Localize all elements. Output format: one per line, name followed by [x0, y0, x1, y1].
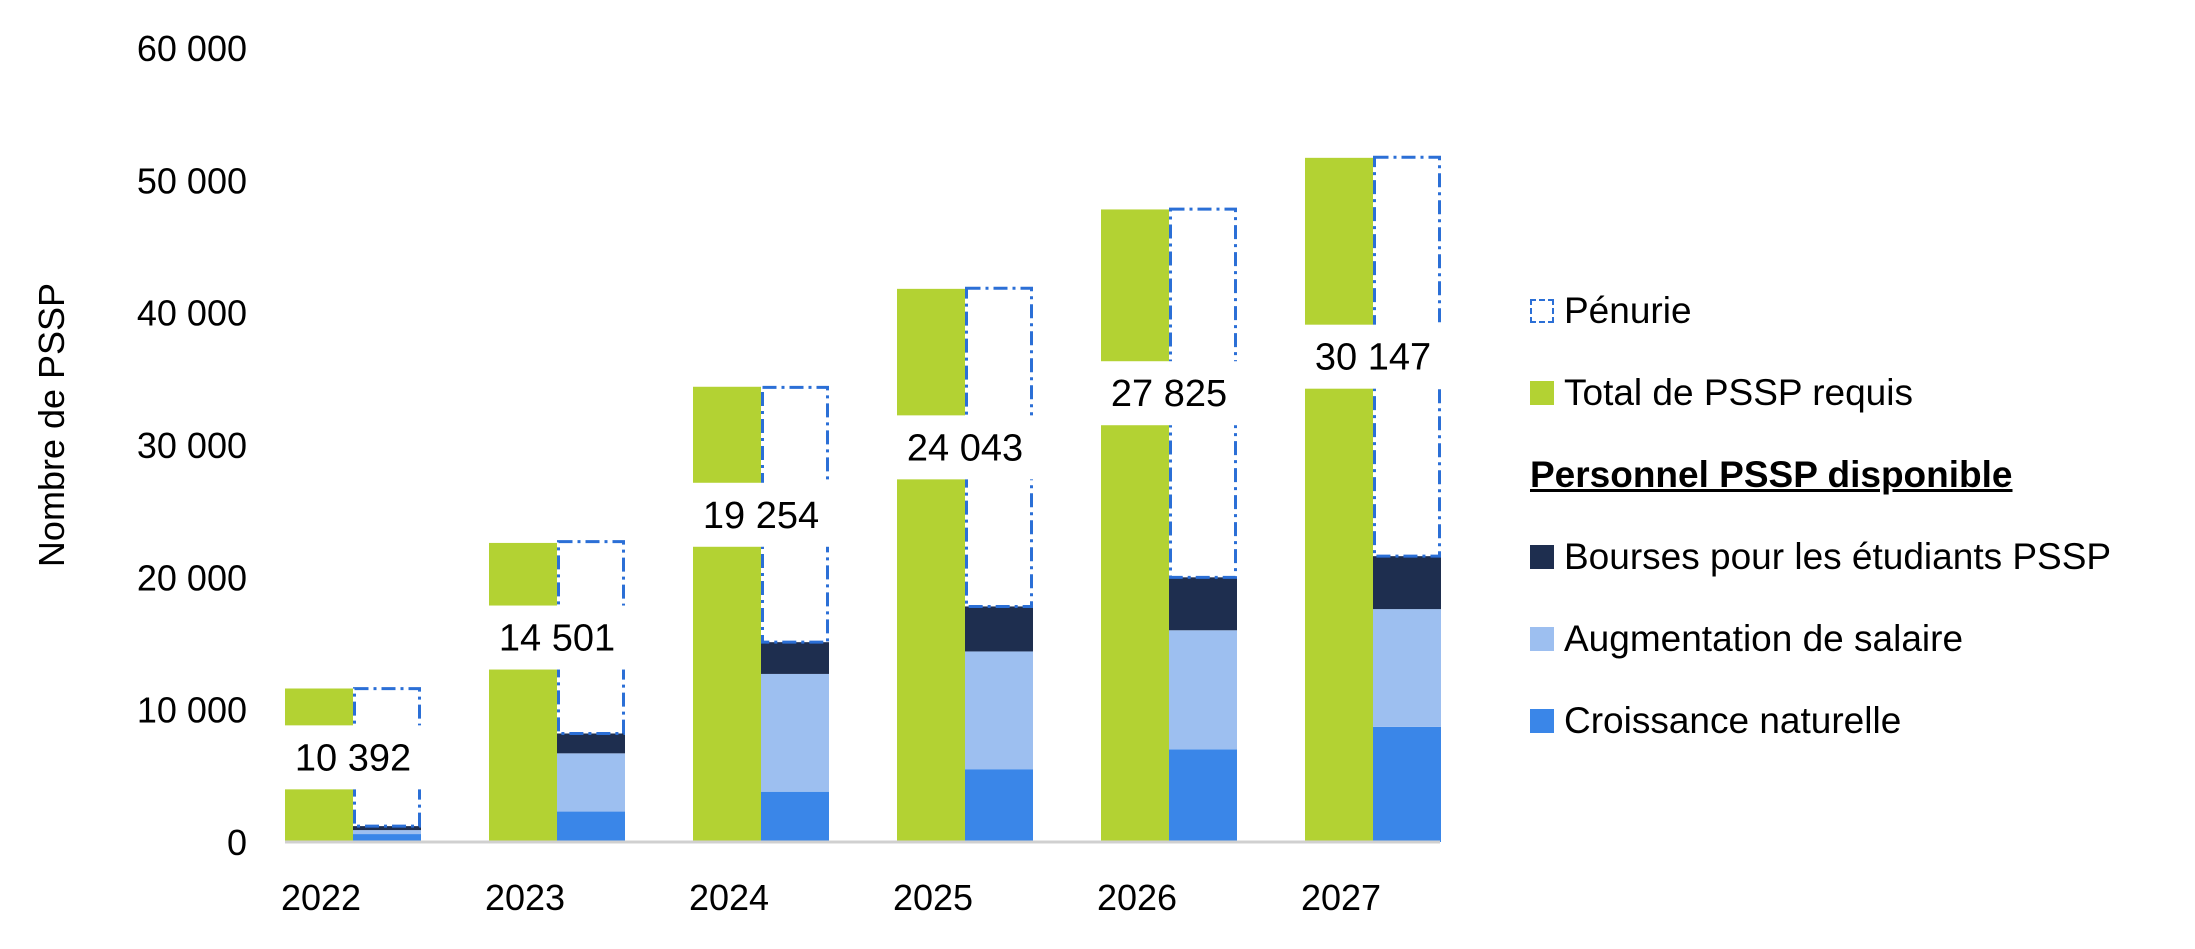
bar-scholarships [965, 606, 1033, 652]
data-label-box [894, 415, 1036, 480]
y-tick-label: 30 000 [137, 425, 247, 466]
bar-salary [761, 673, 829, 792]
legend-swatch-required [1530, 381, 1554, 405]
legend-item-salary: Augmentation de salaire [1530, 598, 2190, 680]
bar-scholarships [353, 826, 421, 831]
x-tick-label: 2023 [485, 877, 565, 918]
chart: 0 10 000 20 000 30 000 40 000 50 000 60 000 No… [31, 28, 1444, 918]
data-label-box [282, 725, 424, 790]
legend-swatch-scholarships [1530, 545, 1554, 569]
legend-item-required: Total de PSSP requis [1530, 352, 2190, 434]
x-tick-label: 2022 [281, 877, 361, 918]
bar-required [1305, 157, 1373, 842]
bar-required [693, 386, 761, 842]
x-tick-label: 2024 [689, 877, 769, 918]
data-label-box [1098, 361, 1240, 426]
legend-swatch-salary [1530, 627, 1554, 651]
legend-label-shortage: Pénurie [1564, 290, 1692, 331]
y-tick-label: 50 000 [137, 160, 247, 201]
x-axis-ticks: 2022 2023 2024 2025 2026 2027 [281, 877, 1381, 918]
legend-swatch-shortage [1530, 299, 1554, 323]
data-label-shortage: 30 147 [1315, 337, 1431, 379]
bar-salary [965, 651, 1033, 770]
legend-label-required: Total de PSSP requis [1564, 372, 1913, 413]
bar-required [489, 542, 557, 842]
y-tick-label: 40 000 [137, 293, 247, 334]
legend-item-shortage: Pénurie [1530, 270, 2190, 352]
bar-natural [761, 791, 829, 842]
bar-natural [557, 811, 625, 842]
y-tick-label: 60 000 [137, 28, 247, 69]
bar-scholarships [557, 733, 625, 754]
legend: Pénurie Total de PSSP requis Personnel P… [1530, 270, 2190, 762]
bar-scholarships [1373, 556, 1441, 610]
bar-required [1101, 209, 1169, 843]
x-tick-label: 2027 [1301, 877, 1381, 918]
y-axis-ticks: 0 10 000 20 000 30 000 40 000 50 000 60 000 [137, 28, 247, 863]
y-axis-label: Nombre de PSSP [31, 283, 72, 567]
data-label-shortage: 10 392 [295, 737, 411, 779]
bar-scholarships [1169, 577, 1237, 631]
bar-natural [965, 769, 1033, 842]
x-tick-label: 2026 [1097, 877, 1177, 918]
bar-salary [557, 753, 625, 812]
legend-label-salary: Augmentation de salaire [1564, 618, 1964, 659]
y-tick-label: 10 000 [137, 690, 247, 731]
bar-natural [1373, 726, 1441, 842]
data-labels: 10 392 14 501 19 254 24 043 27 825 30 147 [282, 324, 1444, 790]
bar-salary [353, 830, 421, 835]
bar-required [897, 288, 965, 842]
data-label-shortage: 19 254 [703, 495, 819, 537]
data-label-shortage: 27 825 [1111, 373, 1227, 415]
legend-header-available: Personnel PSSP disponible [1530, 454, 2013, 495]
legend-label-scholarships: Bourses pour les étudiants PSSP [1564, 536, 2112, 577]
bar-scholarships [761, 642, 829, 674]
x-tick-label: 2025 [893, 877, 973, 918]
y-tick-label: 0 [227, 822, 247, 863]
y-tick-label: 20 000 [137, 557, 247, 598]
data-label-box [486, 605, 628, 670]
data-label-shortage: 24 043 [907, 427, 1023, 469]
bar-salary [1169, 630, 1237, 750]
legend-label-natural: Croissance naturelle [1564, 700, 1902, 741]
data-label-box [1302, 324, 1444, 389]
bar-natural [353, 834, 421, 842]
legend-item-scholarships: Bourses pour les étudiants PSSP [1530, 516, 2190, 598]
bar-salary [1373, 609, 1441, 727]
data-label-shortage: 14 501 [499, 618, 615, 660]
data-label-box [690, 482, 832, 547]
legend-item-natural: Croissance naturelle [1530, 680, 2190, 762]
bar-natural [1169, 749, 1237, 842]
legend-swatch-natural [1530, 709, 1554, 733]
bars [285, 155, 1441, 843]
